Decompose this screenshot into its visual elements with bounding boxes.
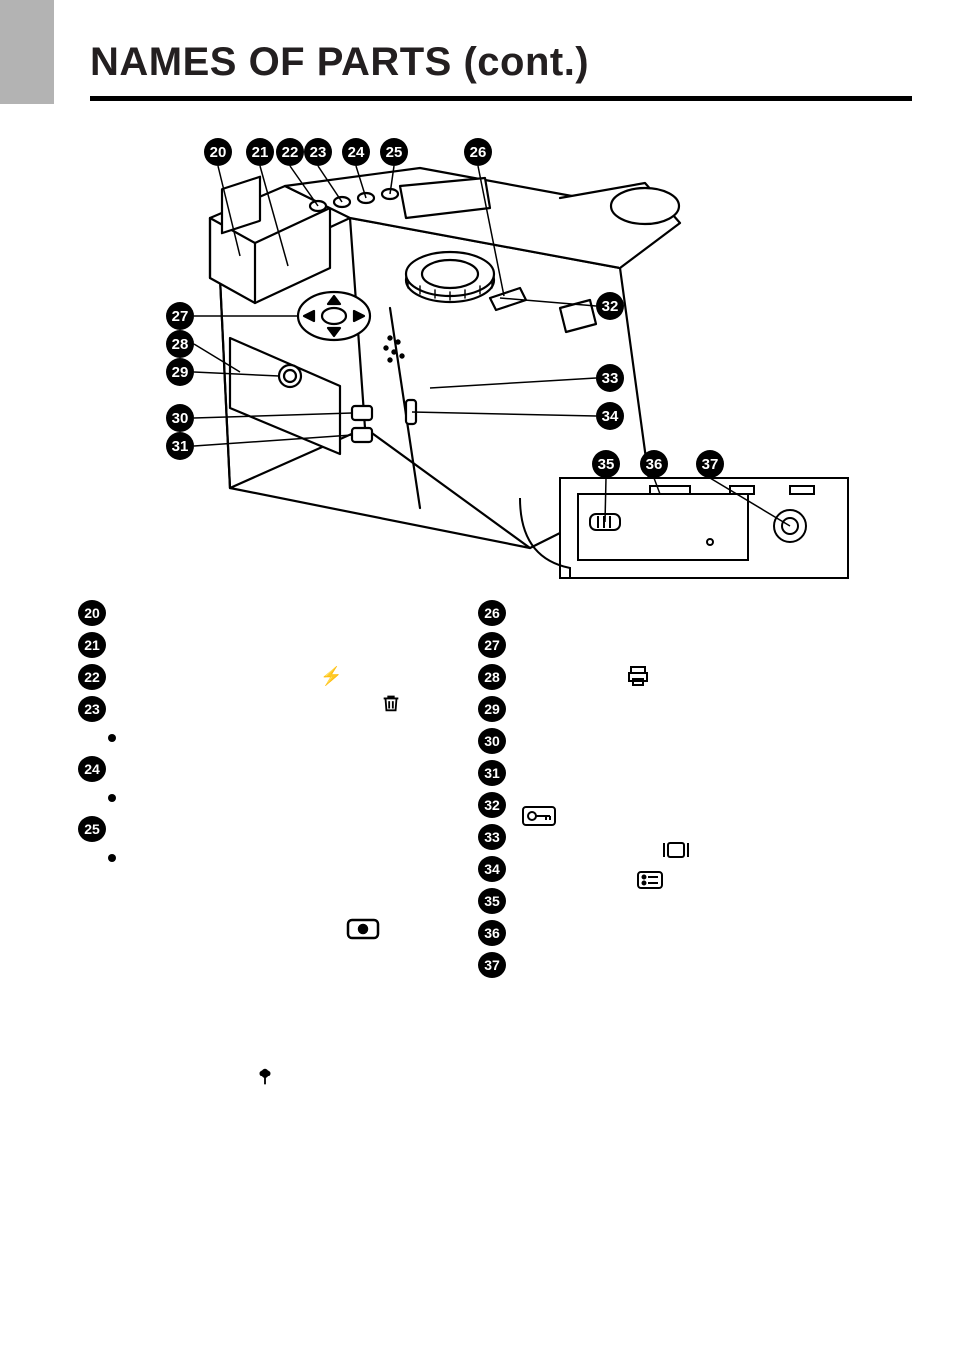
page-number: 10 [0,1295,954,1316]
legend-row: 25 Macro button ( ) [78,816,468,842]
legend-row: 23 Drive button [78,696,468,722]
legend-subrow: Macro mode [108,848,468,870]
legend-number: 32 [478,792,506,818]
legend-number: 28 [478,664,506,690]
page: NAMES OF PARTS (cont.) [0,0,954,1346]
svg-text:36: 36 [646,456,663,473]
legend-text: Drive button [114,696,195,718]
svg-text:27: 27 [172,308,189,325]
legend-row: 20 Viewfinder [78,600,468,626]
legend-text: Battery compartment cover [514,920,694,942]
legend-number: 35 [478,888,506,914]
legend-number: 23 [78,696,106,722]
legend-text: Viewfinder [114,600,184,622]
legend-number: 20 [78,600,106,626]
legend-number: 26 [478,600,506,626]
metering-icon [346,918,380,940]
display-icon [662,840,690,860]
legend-number: 29 [478,696,506,722]
svg-text:33: 33 [602,370,619,387]
legend-row: 37 Tripod socket [478,952,868,978]
legend-number: 37 [478,952,506,978]
legend-number: 30 [478,728,506,754]
svg-text:30: 30 [172,410,189,427]
svg-text:26: 26 [470,144,487,161]
legend-subtext: Spot / Digital ESP metering [126,788,307,810]
legend-number: 36 [478,920,506,946]
svg-text:20: 20 [210,144,227,161]
legend-text: Menu button ( ) [514,760,616,782]
legend-number: 22 [78,664,106,690]
legend-row: 24 Metering mode button ( ) [78,756,468,782]
legend-subrow: Self-timer / Sequential shooting [108,728,468,750]
legend-left-col: 20 Viewfinder 21 AE lock button 22Flash mode… [78,600,468,876]
legend-text: Arrow pad [514,632,582,654]
legend-row: 36 Battery compartment cover [478,920,868,946]
svg-text:31: 31 [172,438,189,455]
legend-row: 31 Menu button ( ) [478,760,868,786]
legend-text: Battery compartment cover lock [514,888,725,910]
page-title: NAMES OF PARTS (cont.) [90,40,912,85]
legend-number: 34 [478,856,506,882]
svg-text:23: 23 [310,144,327,161]
legend-number: 25 [78,816,106,842]
svg-text:29: 29 [172,364,189,381]
svg-text:35: 35 [598,456,615,473]
macro-icon [254,1066,276,1088]
bullet-icon [108,794,116,802]
camera-diagram: 202122232425262728293031323334353637 (fu… [90,128,870,598]
legend-row: 27 Arrow pad [478,632,868,658]
legend-text: Card access lamp [514,856,634,878]
legend-row: 22Flash mode button ( ) / Erase button (… [78,664,468,690]
title-rule [90,96,912,101]
menै-icon [636,870,664,890]
legend-subrow: Spot / Digital ESP metering [108,788,468,810]
title-wrap: NAMES OF PARTS (cont.) [90,40,912,85]
legend-text: Record / Play selection lever / Print bu… [514,600,812,622]
legend-text: Tripod socket [514,952,603,974]
svg-text:28: 28 [172,336,189,353]
svg-text:22: 22 [282,144,299,161]
legend-text: AE lock button [114,632,211,654]
legend-subtext: Self-timer / Sequential shooting [126,728,334,750]
bullet-icon [108,734,116,742]
erase-icon [380,692,402,714]
legend-number: 24 [78,756,106,782]
legend-text: SmartMedia card cover [514,824,669,846]
legend-text: OK button / Protect button ( ) [514,696,706,718]
svg-text:25: 25 [386,144,403,161]
legend-row: 28 LCD monitor [478,664,868,690]
legend-row: 35 Battery compartment cover lock [478,888,868,914]
legend-number: 33 [478,824,506,850]
svg-text:24: 24 [348,144,365,161]
print-icon [626,664,650,688]
legend-number: 27 [478,632,506,658]
legend-number: 31 [478,760,506,786]
legend-text: Display button ( ) [514,728,627,750]
legend-text: Macro button ( ) [114,816,220,838]
flash-icon: ⚡ [320,666,342,687]
svg-text:37: 37 [702,456,719,473]
svg-text:34: 34 [602,408,619,425]
legend-row: 26 Record / Play selection lever / Print … [478,600,868,626]
legend-row: 21 AE lock button [78,632,468,658]
protect-icon [522,806,556,826]
legend-text: LCD monitor [514,664,598,686]
svg-text:32: 32 [602,298,619,315]
legend-number: 21 [78,632,106,658]
side-tab [0,0,54,104]
legend-row: 30 Display button ( ) [478,728,868,754]
legend-subtext: Macro mode [126,848,209,870]
bullet-icon [108,854,116,862]
svg-text:21: 21 [252,144,269,161]
legend-right-col: 26 Record / Play selection lever / Print … [478,600,868,984]
legend-row: 29 OK button / Protect button ( ) [478,696,868,722]
legend-text: Metering mode button ( ) [114,756,278,778]
